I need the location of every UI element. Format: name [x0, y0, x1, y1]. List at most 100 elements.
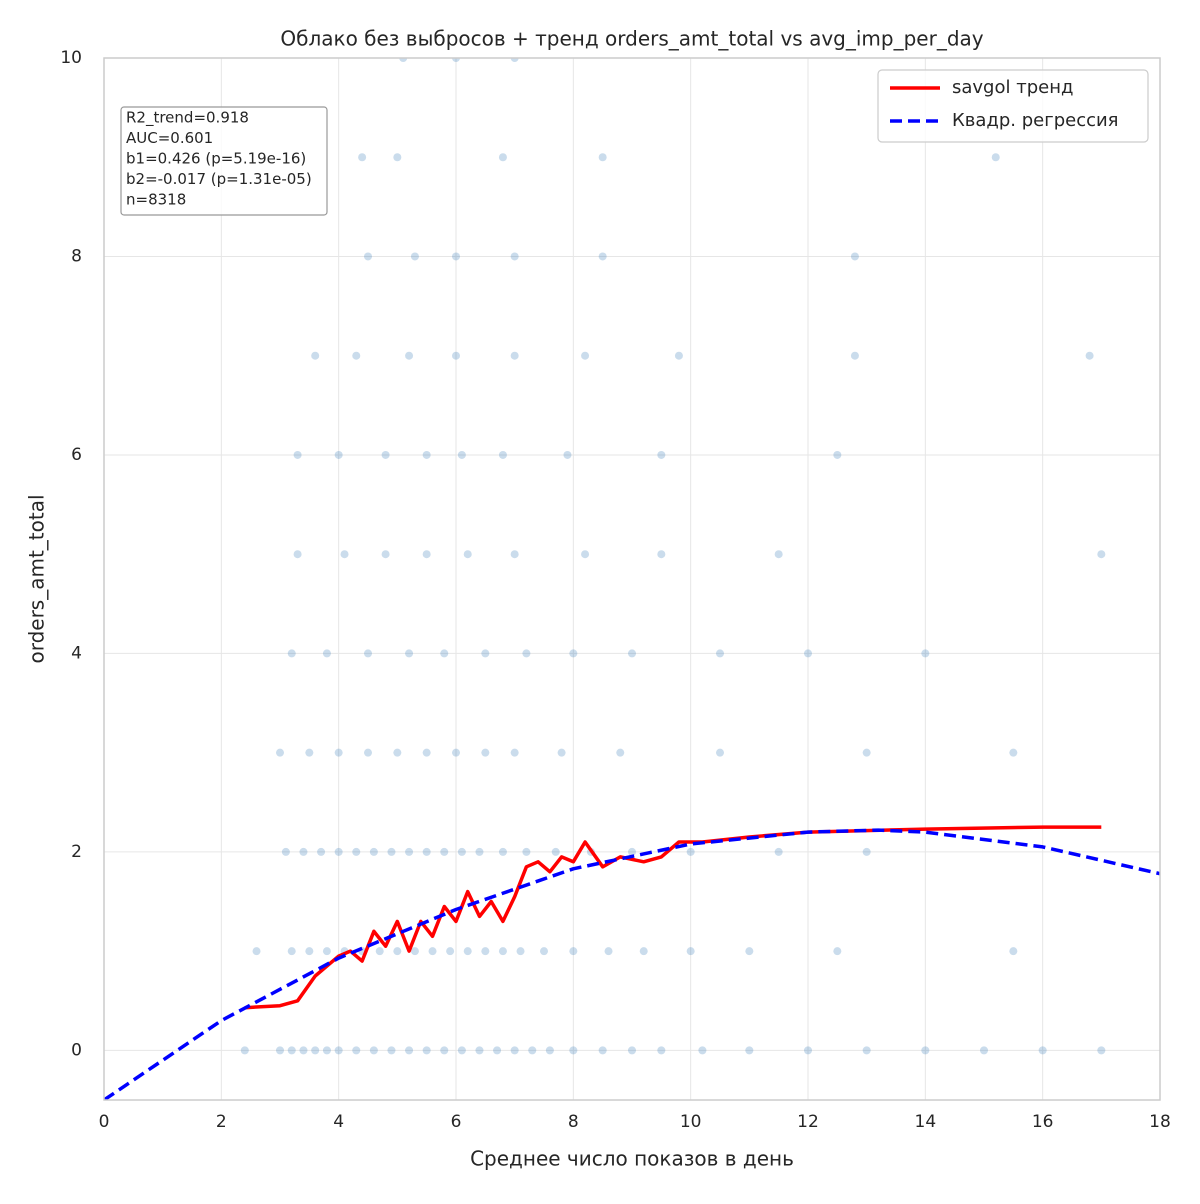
- scatter-point: [440, 847, 449, 856]
- scatter-point: [604, 947, 613, 956]
- x-tick-label: 6: [451, 1112, 462, 1132]
- scatter-point: [293, 550, 302, 559]
- scatter-point: [551, 847, 560, 856]
- scatter-point: [281, 847, 290, 856]
- chart-title: Облако без выбросов + тренд orders_amt_t…: [280, 27, 983, 51]
- scatter-point: [745, 1046, 754, 1055]
- scatter-point: [716, 649, 724, 658]
- scatter-point: [369, 847, 378, 856]
- scatter-point: [528, 1046, 537, 1055]
- scatter-point: [322, 1046, 331, 1055]
- scatter-point: [422, 1046, 431, 1055]
- scatter-point: [833, 450, 842, 459]
- scatter-point: [510, 58, 519, 62]
- scatter-point: [1097, 550, 1106, 559]
- scatter-point: [422, 550, 431, 559]
- scatter-point: [393, 153, 402, 162]
- scatter-point: [850, 252, 859, 261]
- y-axis-label: orders_amt_total: [25, 494, 49, 663]
- scatter-point: [498, 847, 507, 856]
- scatter-point: [498, 947, 507, 956]
- scatter-point: [657, 550, 666, 559]
- scatter-point: [352, 351, 361, 360]
- scatter-point: [598, 153, 607, 162]
- scatter-point: [991, 153, 1000, 162]
- scatter-point: [481, 748, 490, 757]
- scatter-point: [628, 847, 636, 856]
- scatter-point: [493, 1046, 502, 1055]
- scatter-point: [804, 649, 812, 658]
- scatter-point: [510, 351, 519, 360]
- scatter-point: [540, 947, 548, 956]
- annotation-text: AUC=0.601: [126, 129, 213, 147]
- scatter-point: [311, 1046, 320, 1055]
- scatter-point: [498, 450, 507, 459]
- scatter-point: [287, 649, 296, 658]
- y-tick-label: 10: [60, 48, 82, 68]
- scatter-point: [422, 748, 431, 757]
- annotation-text: b2=-0.017 (p=1.31e-05): [126, 170, 312, 188]
- scatter-point: [510, 252, 519, 261]
- scatter-point: [833, 947, 842, 956]
- scatter-point: [422, 450, 431, 459]
- scatter-point: [287, 947, 296, 956]
- scatter-point: [475, 1046, 484, 1055]
- scatter-point: [381, 550, 390, 559]
- scatter-point: [334, 450, 343, 459]
- x-tick-label: 10: [680, 1112, 702, 1132]
- scatter-point: [1038, 1046, 1047, 1055]
- scatter-point: [393, 947, 402, 956]
- plot-area: [104, 58, 1160, 1100]
- scatter-point: [305, 947, 314, 956]
- scatter-point: [581, 550, 590, 559]
- scatter-point: [745, 947, 754, 956]
- scatter-point: [334, 1046, 343, 1055]
- scatter-point: [446, 947, 455, 956]
- x-tick-label: 16: [1032, 1112, 1054, 1132]
- scatter-point: [317, 847, 326, 856]
- scatter-point: [457, 847, 466, 856]
- y-tick-label: 4: [71, 643, 82, 663]
- scatter-point: [628, 649, 636, 658]
- scatter-point: [287, 1046, 296, 1055]
- x-tick-label: 0: [99, 1112, 110, 1132]
- scatter-point: [375, 947, 384, 956]
- scatter-point: [364, 748, 372, 757]
- scatter-point: [276, 748, 284, 757]
- legend-label: savgol тренд: [952, 77, 1073, 98]
- scatter-point: [405, 649, 414, 658]
- y-tick-label: 6: [71, 445, 82, 465]
- scatter-point: [774, 550, 783, 559]
- scatter-point: [716, 748, 724, 757]
- scatter-point: [639, 947, 648, 956]
- scatter-point: [686, 847, 695, 856]
- scatter-point: [252, 947, 261, 956]
- y-tick-label: 8: [71, 246, 82, 266]
- scatter-point: [405, 847, 414, 856]
- trend-line: [104, 828, 1160, 1100]
- scatter-point: [422, 847, 431, 856]
- scatter-point: [510, 550, 519, 559]
- x-tick-label: 4: [333, 1112, 344, 1132]
- scatter-point: [405, 1046, 414, 1055]
- scatter-point: [522, 847, 531, 856]
- scatter-point: [369, 1046, 378, 1055]
- scatter-point: [862, 847, 871, 856]
- scatter-point: [563, 450, 572, 459]
- scatter-point: [240, 1046, 249, 1055]
- scatter-point: [557, 748, 566, 757]
- x-tick-label: 14: [915, 1112, 937, 1132]
- plot-frame: [103, 57, 1161, 1101]
- scatter-point: [457, 450, 466, 459]
- annotation-text: b1=0.426 (p=5.19e-16): [126, 150, 306, 168]
- scatter-point: [428, 947, 437, 956]
- scatter-point: [299, 1046, 308, 1055]
- annotation-box: [120, 106, 328, 216]
- scatter-point: [463, 947, 472, 956]
- scatter-point: [334, 847, 343, 856]
- scatter-point: [387, 1046, 396, 1055]
- scatter-point: [510, 1046, 519, 1055]
- scatter-point: [628, 1046, 636, 1055]
- scatter-point: [686, 947, 695, 956]
